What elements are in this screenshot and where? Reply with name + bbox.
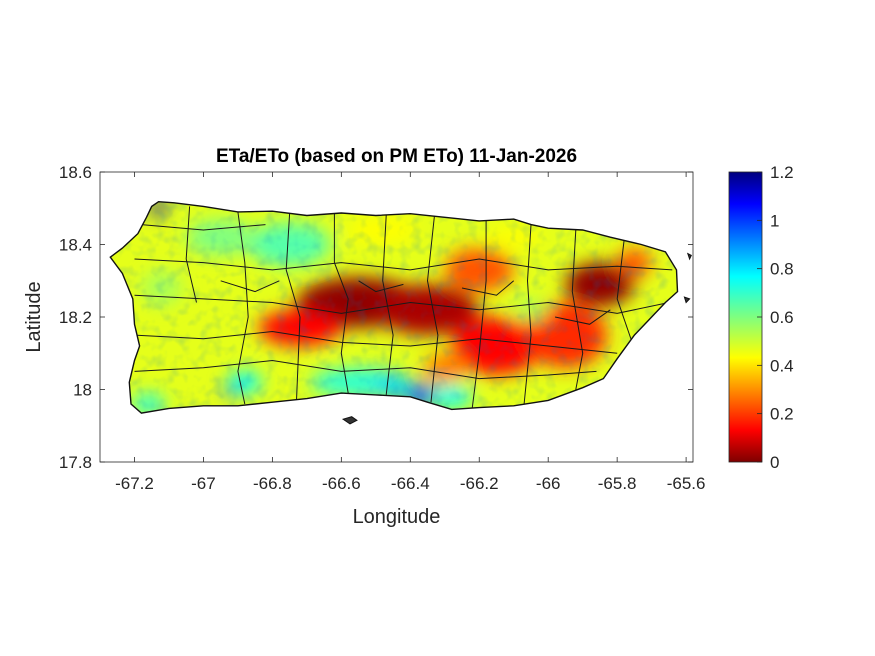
x-tick-label: -67 xyxy=(191,474,216,493)
x-tick-label: -66.4 xyxy=(391,474,430,493)
x-tick-label: -66.2 xyxy=(460,474,499,493)
y-tick-label: 18.6 xyxy=(59,163,92,182)
municipality-boundary xyxy=(285,213,301,401)
municipality-boundary xyxy=(523,224,532,405)
coastline xyxy=(109,200,679,414)
municipality-boundary xyxy=(134,258,673,271)
municipality-boundary xyxy=(571,229,584,390)
municipality-boundary xyxy=(461,280,515,296)
municipality-boundary xyxy=(554,309,611,325)
colorbar-tick-label: 1 xyxy=(770,211,779,230)
municipality-boundary xyxy=(333,213,349,394)
municipality-boundary xyxy=(134,359,597,380)
municipality-boundary xyxy=(616,240,632,339)
islet xyxy=(341,416,358,425)
colorbar xyxy=(728,171,763,463)
colorbar-tick-label: 0 xyxy=(770,453,779,472)
eta-ratio-field xyxy=(110,201,678,414)
y-axis-ticks: 17.8 18 18.2 18.4 18.6 xyxy=(59,163,693,472)
y-axis-label: Latitude xyxy=(23,281,45,352)
municipality-boundary xyxy=(237,211,249,405)
municipality-boundary xyxy=(134,330,618,354)
municipality-boundary xyxy=(134,294,670,314)
municipality-boundaries xyxy=(134,206,673,408)
municipality-boundary xyxy=(141,224,266,231)
x-tick-label: -65.6 xyxy=(667,474,706,493)
y-tick-label: 17.8 xyxy=(59,453,92,472)
municipality-boundary xyxy=(185,206,197,303)
municipality-boundary xyxy=(471,220,487,408)
municipality-boundary xyxy=(220,280,280,293)
colorbar-tick-label: 0.8 xyxy=(770,260,794,279)
colorbar-tick-label: 0.6 xyxy=(770,308,794,327)
islet xyxy=(683,296,691,304)
islets xyxy=(341,252,692,425)
municipality-boundary xyxy=(382,215,394,395)
municipality-boundary xyxy=(426,216,439,403)
municipality-boundary xyxy=(358,280,404,293)
x-axis-label: Longitude xyxy=(353,506,441,528)
colorbar-tick-label: 0.2 xyxy=(770,405,794,424)
colorbar-ticks: 0 0.2 0.4 0.6 0.8 1 1.2 xyxy=(757,163,794,472)
colorbar-tick-label: 0.4 xyxy=(770,356,794,375)
x-tick-label: -65.8 xyxy=(598,474,637,493)
x-tick-label: -66 xyxy=(536,474,561,493)
x-tick-label: -67.2 xyxy=(115,474,154,493)
y-tick-label: 18.2 xyxy=(59,308,92,327)
y-tick-label: 18 xyxy=(73,381,92,400)
islet xyxy=(686,252,692,261)
colorbar-tick-label: 1.2 xyxy=(770,163,794,182)
x-tick-label: -66.6 xyxy=(322,474,361,493)
map-title: ETa/ETo (based on PM ETo) 11-Jan-2026 xyxy=(216,146,577,167)
x-tick-label: -66.8 xyxy=(253,474,292,493)
y-tick-label: 18.4 xyxy=(59,236,92,255)
x-axis-ticks: -67.2 -67 -66.8 -66.6 -66.4 -66.2 -66 -65.8 -65.… xyxy=(115,172,705,493)
